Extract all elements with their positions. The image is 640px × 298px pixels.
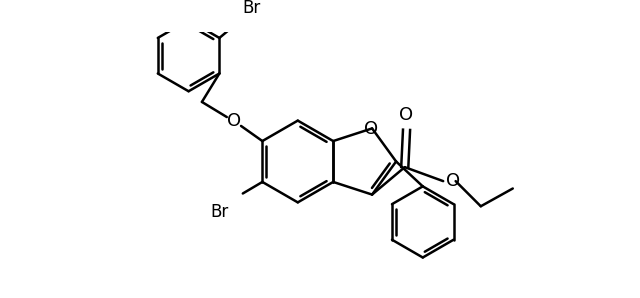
Text: O: O [446,172,460,190]
Text: O: O [227,112,241,131]
Text: Br: Br [211,203,228,221]
Text: O: O [364,120,378,138]
Text: O: O [399,106,413,125]
Text: Br: Br [243,0,260,18]
